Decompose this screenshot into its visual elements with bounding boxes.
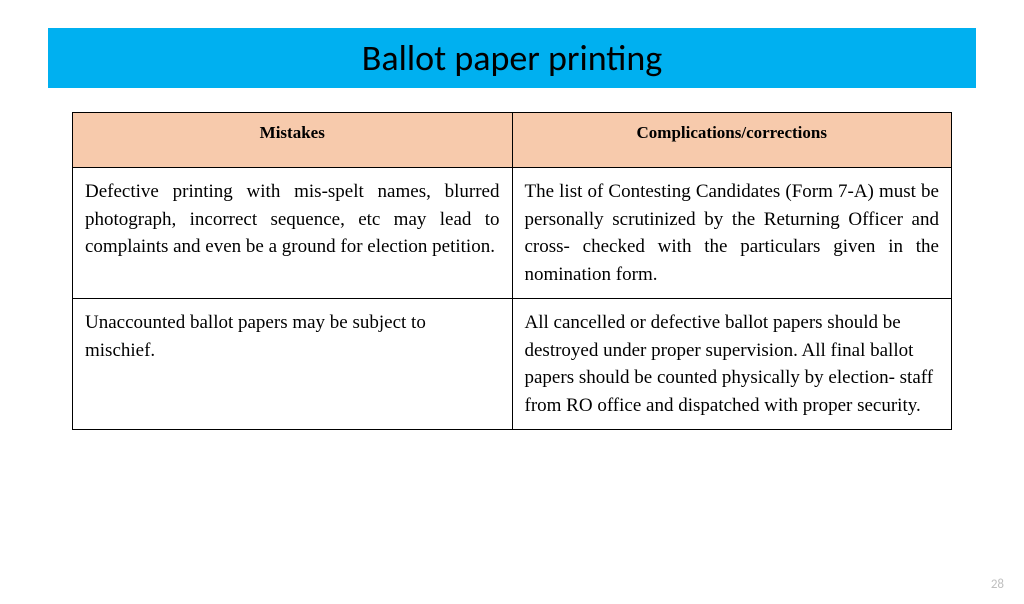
- col-header-mistakes: Mistakes: [73, 113, 513, 168]
- col-header-corrections: Complications/corrections: [512, 113, 952, 168]
- page-number: 28: [991, 577, 1004, 592]
- cell-mistake: Defective printing with mis-spelt names,…: [73, 168, 513, 299]
- cell-correction: All cancelled or defective ballot papers…: [512, 299, 952, 430]
- cell-mistake: Unaccounted ballot papers may be subject…: [73, 299, 513, 430]
- mistakes-table: Mistakes Complications/corrections Defec…: [72, 112, 952, 430]
- table-row: Defective printing with mis-spelt names,…: [73, 168, 952, 299]
- cell-correction: The list of Contesting Candidates (Form …: [512, 168, 952, 299]
- table-row: Unaccounted ballot papers may be subject…: [73, 299, 952, 430]
- slide-title: Ballot paper printing: [48, 28, 976, 88]
